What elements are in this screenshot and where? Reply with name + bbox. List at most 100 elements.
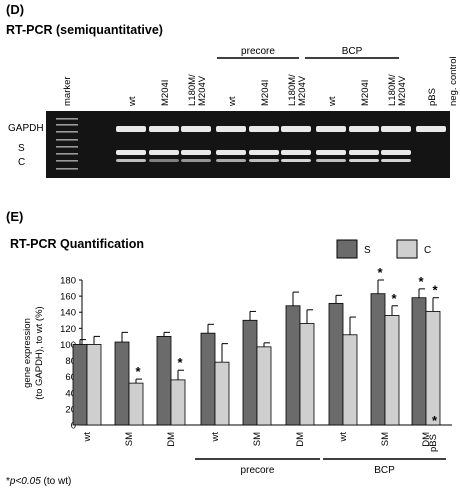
- bar: [425, 311, 441, 426]
- bar: [328, 302, 344, 426]
- lane-label: M204I: [160, 80, 171, 106]
- lane-label: wt: [127, 96, 138, 107]
- significance-star: *: [391, 291, 397, 306]
- gel-band: [116, 159, 146, 162]
- lane-label: marker: [62, 76, 73, 106]
- gel-band: [216, 150, 246, 155]
- footnote-pvalue: p<0.05: [9, 476, 41, 487]
- marker-band: [56, 160, 78, 162]
- gel-band: [249, 126, 279, 132]
- band-label: GAPDH: [8, 123, 44, 134]
- bar: [242, 319, 258, 426]
- x-tick-label: SM: [252, 432, 263, 446]
- bars: * * * * * *: [72, 265, 441, 426]
- gel-band: [281, 150, 311, 155]
- lane-label-line: M204I: [260, 80, 271, 106]
- panel-d-title: RT-PCR (semiquantitative): [6, 23, 163, 37]
- gel-band: [349, 150, 379, 155]
- bar: [86, 344, 102, 426]
- gel-band: [116, 150, 146, 155]
- bar: [384, 315, 400, 426]
- gel-band: [349, 159, 379, 162]
- lane-label-line: pBS: [427, 88, 438, 106]
- pbs-significance-star: *: [432, 413, 438, 428]
- legend-swatch: [336, 239, 358, 259]
- lane-label-line: M204V: [297, 75, 308, 106]
- y-axis-label: gene expression (to GAPDH), to wt (%): [22, 306, 45, 399]
- marker-band: [56, 131, 78, 133]
- lane-group-brackets: precore BCP: [217, 46, 399, 59]
- gel-band: [349, 126, 379, 132]
- legend-label: C: [424, 245, 431, 256]
- y-tick-label: 100: [60, 340, 76, 351]
- y-tick-label: 180: [60, 276, 76, 287]
- lane-labels: marker wt M204I L180M/M204V wt M204I L180M/M20…: [62, 56, 459, 107]
- x-tick-label: wt: [210, 432, 221, 443]
- band-labels: GAPDH SC: [8, 123, 44, 168]
- band-label: S: [18, 143, 25, 154]
- x-tick-label: DM: [295, 432, 306, 447]
- x-tick-label: wt: [338, 432, 349, 443]
- lane-label-line: M204V: [197, 75, 208, 106]
- y-tick-label: 40: [65, 388, 76, 399]
- bar: [256, 346, 272, 426]
- lane-label: pBS: [427, 88, 438, 106]
- group-label: BCP: [342, 46, 363, 57]
- lane-label-line: M204I: [160, 80, 171, 106]
- lane-label: L180M/M204V: [387, 74, 408, 106]
- x-tick-label: DM: [166, 432, 177, 447]
- footnote-star: *: [6, 476, 10, 487]
- bar: [128, 382, 144, 426]
- bar: [285, 305, 301, 426]
- gel-band: [216, 126, 246, 132]
- marker-band: [56, 124, 78, 126]
- lane-label-line: wt: [227, 96, 238, 107]
- group-labels: precore BCP: [195, 458, 446, 476]
- lane-label-line: M204V: [397, 75, 408, 106]
- pbs-label: pBS: [428, 434, 439, 452]
- panel-d-label: (D): [6, 2, 24, 17]
- group-label: precore: [241, 46, 275, 57]
- gel-band: [149, 159, 179, 162]
- gel-band: [316, 150, 346, 155]
- lane-label-line: wt: [327, 96, 338, 107]
- y-tick-label: 80: [65, 356, 76, 367]
- x-tick-label: SM: [380, 432, 391, 446]
- gel-band: [416, 126, 446, 132]
- gel-band: [149, 150, 179, 155]
- lane-label: M204I: [260, 80, 271, 106]
- lane-label: M204I: [360, 80, 371, 106]
- y-tick-label: 0: [71, 421, 76, 432]
- y-axis-label-line: gene expression: [22, 318, 33, 388]
- y-tick-label: 140: [60, 308, 76, 319]
- x-tick-label: SM: [124, 432, 135, 446]
- lane-label: neg. control: [448, 56, 459, 106]
- marker-band: [56, 153, 78, 155]
- x-tick-labels: wt SM DM wt SM DM wt SM DM: [82, 432, 432, 447]
- lane-label: L180M/M204V: [187, 74, 208, 106]
- gel-bands: [56, 118, 446, 170]
- gel-band: [381, 126, 411, 132]
- bar: [200, 332, 216, 426]
- lane-label: wt: [327, 96, 338, 107]
- y-tick-label: 20: [65, 404, 76, 415]
- gel-band: [181, 126, 211, 132]
- significance-star: *: [177, 355, 183, 370]
- bar: [214, 361, 230, 426]
- marker-band: [56, 168, 78, 170]
- legend-label: S: [364, 245, 371, 256]
- bar: [156, 335, 172, 426]
- bar: [170, 379, 186, 426]
- significance-star: *: [377, 265, 383, 280]
- y-axis-label-line: (to GAPDH), to wt (%): [34, 306, 45, 399]
- bar: [342, 334, 358, 426]
- gel-band: [316, 159, 346, 162]
- lane-label-line: L180M/: [187, 74, 198, 106]
- y-tick-label: 160: [60, 292, 76, 303]
- gel-image: [46, 111, 450, 178]
- x-tick-label: DM: [421, 432, 432, 447]
- marker-band: [56, 139, 78, 141]
- lane-label-line: neg. control: [448, 56, 459, 106]
